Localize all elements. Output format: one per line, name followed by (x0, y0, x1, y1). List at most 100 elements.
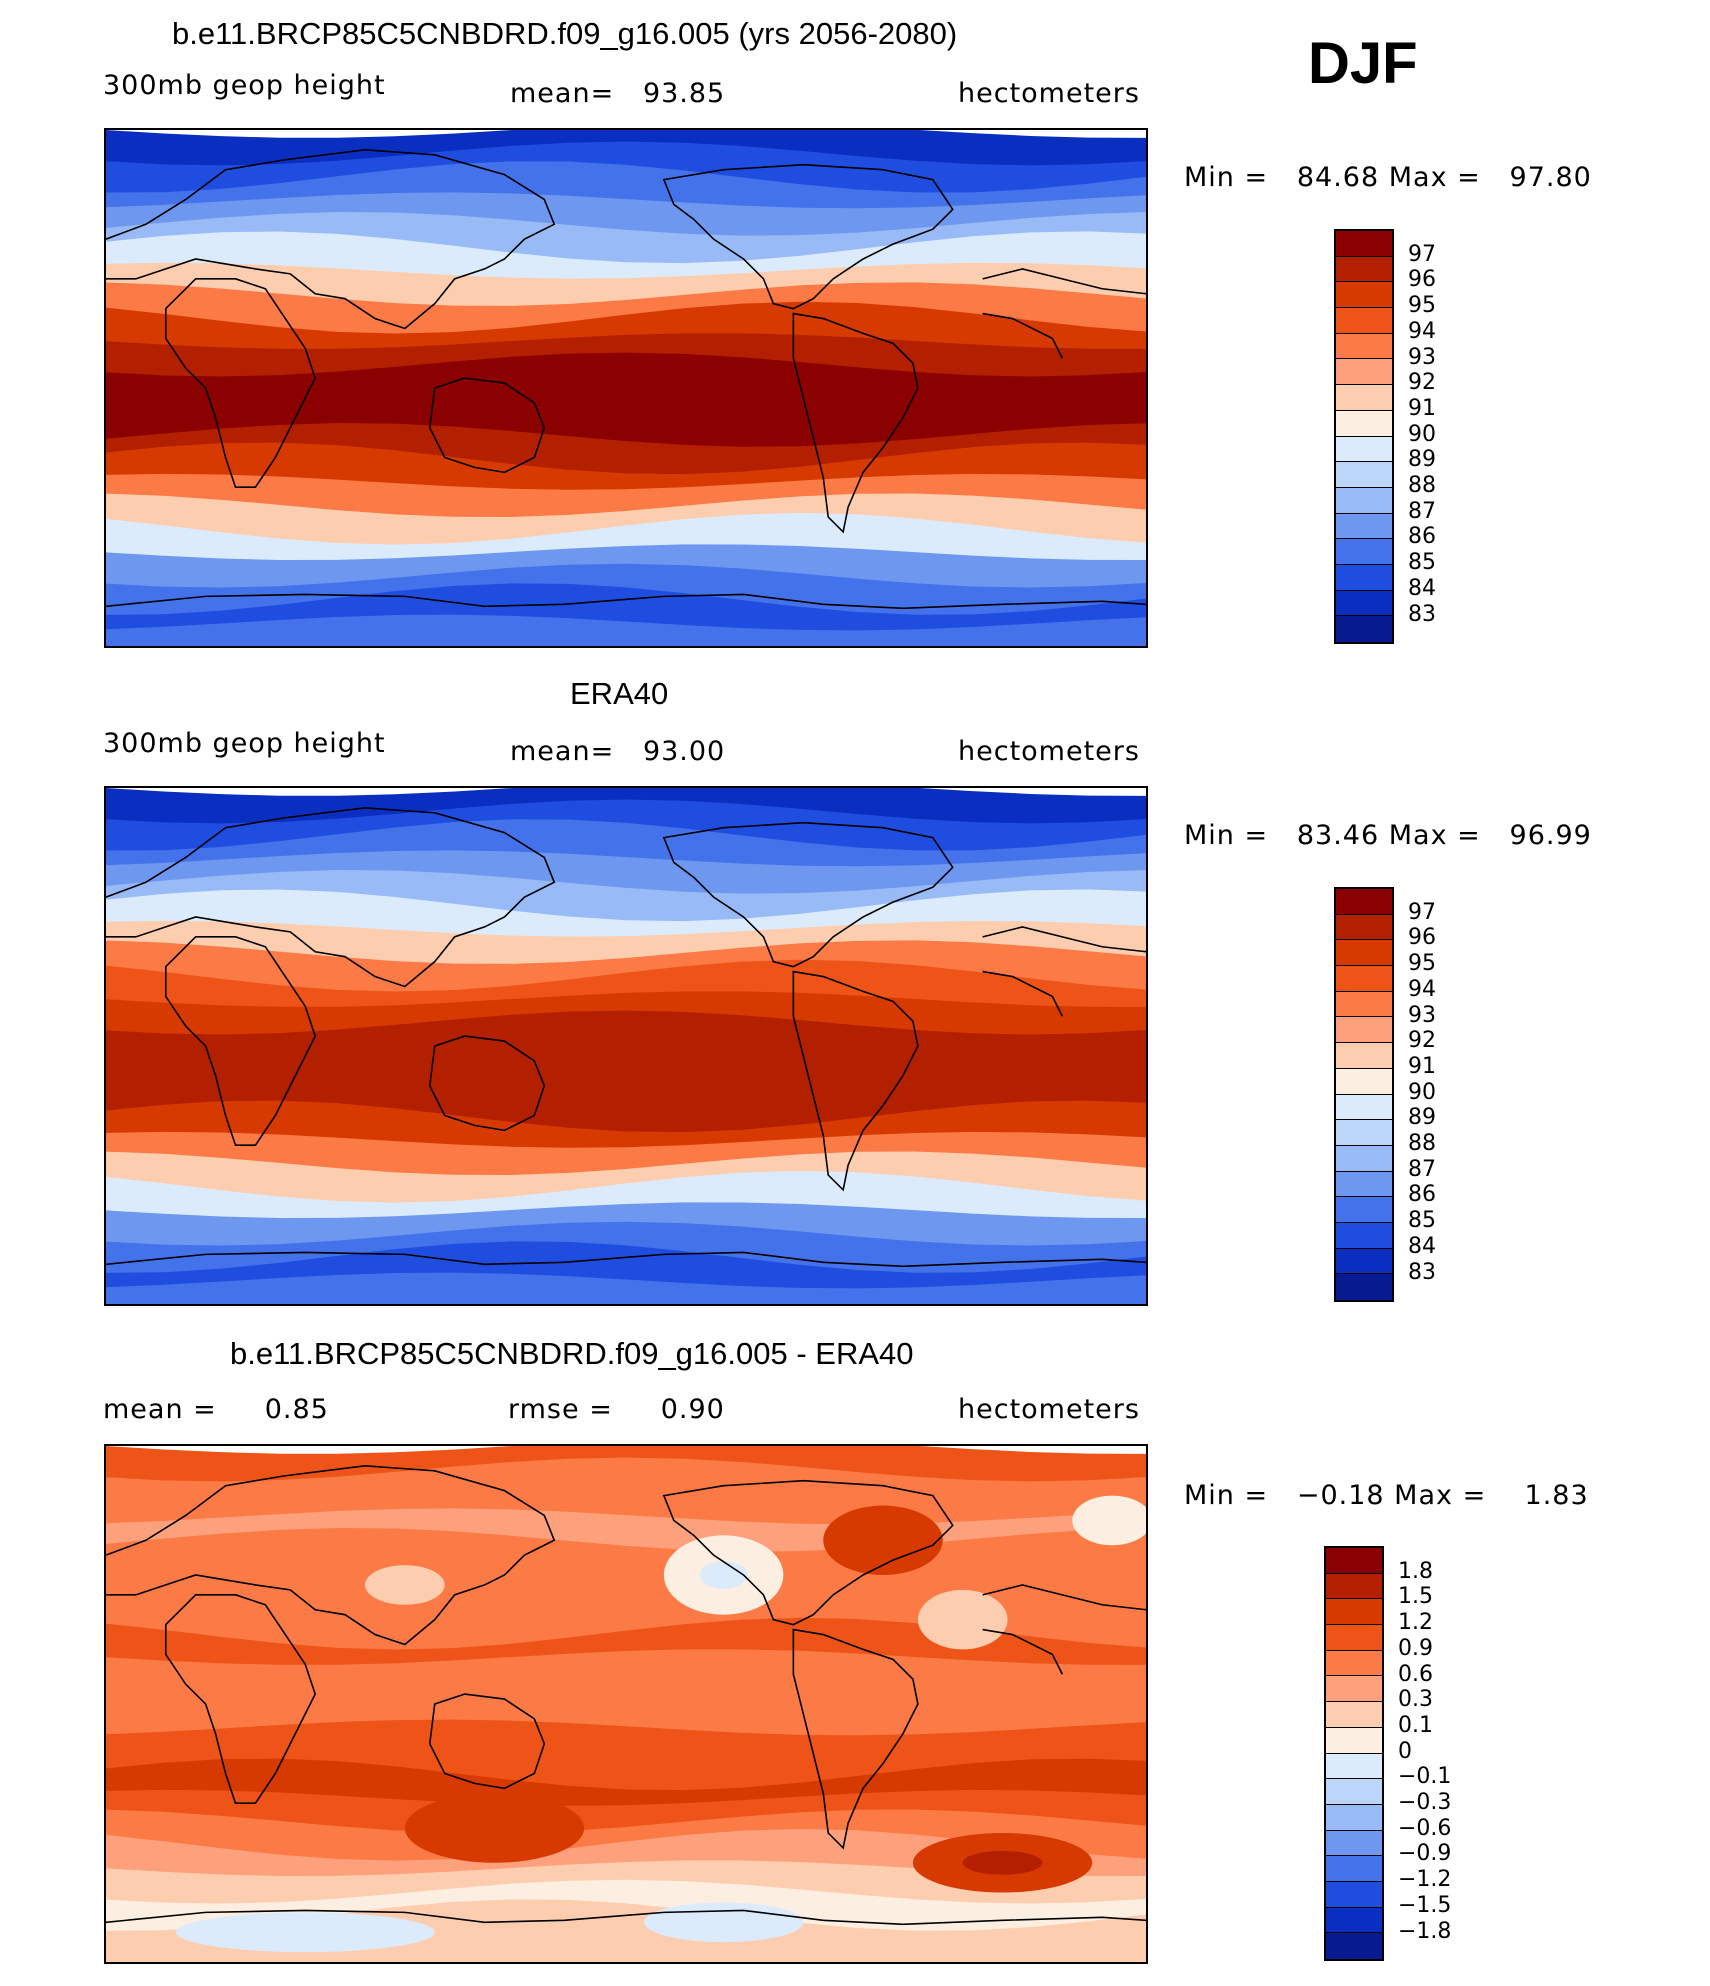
colorbar-swatch (1326, 1676, 1382, 1703)
colorbar-tick-label: 88 (1408, 473, 1436, 498)
colorbar-tick-label: 90 (1408, 1079, 1436, 1105)
colorbar-tick-label: 90 (1408, 421, 1436, 447)
coastline (106, 593, 1146, 610)
panel-2-colorbar (1334, 887, 1394, 1302)
coastline (662, 821, 954, 968)
colorbar-swatch (1336, 1094, 1392, 1121)
colorbar-tick-label: 85 (1408, 550, 1436, 576)
colorbar-tick-label: 0.6 (1398, 1661, 1433, 1687)
anomaly-blob (962, 1850, 1043, 1875)
coastline (982, 926, 1146, 953)
coastline (428, 1035, 546, 1132)
coastline (982, 1584, 1146, 1611)
contour-band (106, 1272, 1146, 1304)
colorbar-swatch (1336, 462, 1392, 488)
panel-2-title: ERA40 (570, 676, 669, 711)
colorbar-tick-label: 0.9 (1398, 1635, 1433, 1661)
colorbar-swatch (1326, 1856, 1382, 1882)
anomaly-blob (699, 1561, 748, 1589)
colorbar-swatch (1336, 513, 1392, 540)
colorbar-tick-label: 94 (1408, 976, 1436, 1002)
colorbar-swatch (1326, 1650, 1382, 1677)
colorbar-swatch (1336, 282, 1392, 309)
colorbar-tick-label: 87 (1408, 498, 1436, 524)
colorbar-tick-label: 96 (1408, 267, 1436, 293)
coastline (982, 312, 1064, 359)
coastline (792, 312, 919, 534)
colorbar-swatch (1336, 359, 1392, 386)
panel-2-mean-label: mean= 93.00 (510, 736, 726, 767)
panel-3-units-label: hectometers (958, 1394, 1140, 1425)
colorbar-swatch (1336, 1171, 1392, 1198)
colorbar-swatch (1336, 333, 1392, 360)
anomaly-blob (1072, 1495, 1146, 1546)
colorbar-swatch (1326, 1830, 1382, 1857)
colorbar-tick-label: 87 (1408, 1156, 1436, 1182)
anomaly-blob (917, 1589, 1008, 1650)
contour-band (106, 614, 1146, 646)
colorbar-tick-label: 89 (1408, 1105, 1436, 1131)
colorbar-swatch (1326, 1727, 1382, 1754)
colorbar-swatch (1336, 889, 1392, 915)
colorbar-swatch (1336, 1248, 1392, 1275)
colorbar-swatch (1336, 966, 1392, 992)
panel-3-map (104, 1444, 1148, 1964)
colorbar-tick-label: −0.3 (1398, 1790, 1452, 1815)
colorbar-tick-label: 92 (1408, 370, 1436, 396)
colorbar-swatch (1336, 991, 1392, 1018)
colorbar-swatch (1336, 410, 1392, 437)
colorbar-swatch (1326, 1573, 1382, 1600)
colorbar-tick-label: −1.2 (1398, 1867, 1452, 1893)
colorbar-swatch (1326, 1881, 1382, 1908)
colorbar-tick-label: 1.5 (1398, 1584, 1433, 1610)
colorbar-tick-label: 86 (1408, 1182, 1436, 1208)
colorbar-swatch (1326, 1753, 1382, 1780)
colorbar-swatch (1336, 1120, 1392, 1146)
colorbar-swatch (1326, 1933, 1382, 1959)
colorbar-tick-label: 95 (1408, 293, 1436, 319)
coastline (662, 163, 954, 310)
coastline (428, 377, 546, 474)
panel-3-colorbar (1324, 1546, 1384, 1961)
anomaly-blob (404, 1793, 585, 1863)
colorbar-tick-label: 92 (1408, 1028, 1436, 1054)
colorbar-swatch (1326, 1779, 1382, 1805)
colorbar-tick-label: 93 (1408, 344, 1436, 370)
colorbar-swatch (1336, 590, 1392, 617)
colorbar-tick-label: −1.8 (1398, 1918, 1452, 1944)
coastline (106, 1465, 556, 1646)
colorbar-tick-label: −0.1 (1398, 1764, 1452, 1790)
coastline (982, 970, 1064, 1017)
colorbar-tick-label: 91 (1408, 1053, 1436, 1079)
colorbar-swatch (1326, 1702, 1382, 1728)
colorbar-tick-label: −0.9 (1398, 1841, 1452, 1867)
colorbar-tick-label: 96 (1408, 925, 1436, 951)
coastline (164, 1594, 317, 1805)
colorbar-swatch (1336, 1068, 1392, 1095)
panel-1-mean-label: mean= 93.85 (510, 78, 726, 109)
colorbar-tick-label: 0.3 (1398, 1687, 1433, 1713)
colorbar-swatch (1336, 256, 1392, 283)
colorbar-tick-label: −0.6 (1398, 1815, 1452, 1841)
colorbar-swatch (1336, 940, 1392, 967)
coastline (106, 149, 556, 330)
colorbar-tick-label: 88 (1408, 1131, 1436, 1156)
coastline (164, 278, 317, 489)
colorbar-swatch (1336, 436, 1392, 463)
colorbar-tick-label: 0 (1398, 1738, 1412, 1764)
colorbar-tick-label: 94 (1408, 318, 1436, 344)
colorbar-tick-label: 83 (1408, 601, 1436, 627)
colorbar-tick-label: 1.8 (1398, 1558, 1433, 1584)
coastline (428, 1693, 546, 1790)
panel-1-colorbar (1334, 229, 1394, 644)
colorbar-tick-label: 93 (1408, 1002, 1436, 1028)
colorbar-swatch (1336, 1274, 1392, 1300)
colorbar-swatch (1336, 1145, 1392, 1172)
colorbar-swatch (1336, 539, 1392, 565)
panel-3-rmse-label: rmse = 0.90 (508, 1394, 725, 1425)
colorbar-swatch (1336, 1197, 1392, 1223)
colorbar-tick-label: 84 (1408, 575, 1436, 601)
colorbar-swatch (1336, 487, 1392, 514)
colorbar-tick-label: 85 (1408, 1208, 1436, 1234)
colorbar-tick-label: 91 (1408, 395, 1436, 421)
